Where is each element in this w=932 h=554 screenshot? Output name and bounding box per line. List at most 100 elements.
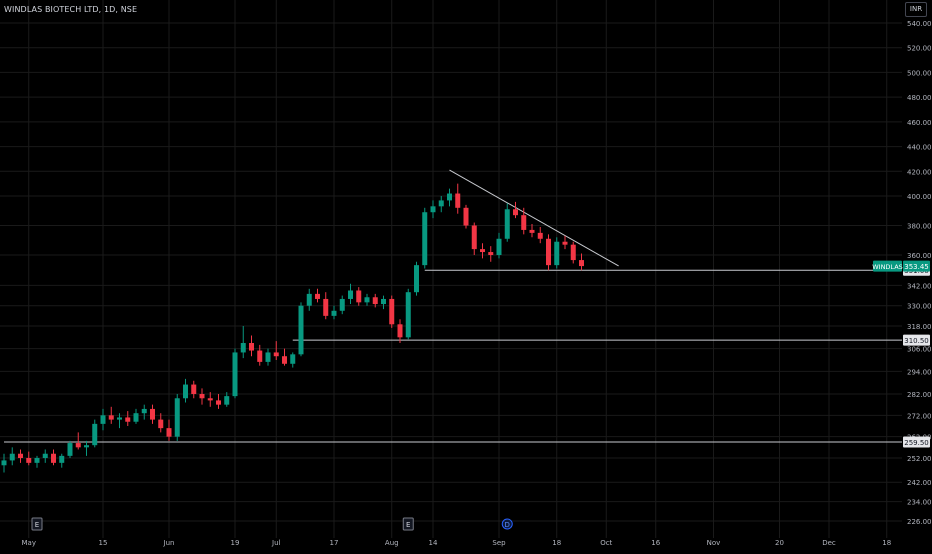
candle-body [323,298,329,316]
candle-body [381,298,386,305]
level-price-label: 259.50 [904,439,929,447]
last-price-tag [903,260,930,272]
candle-body [455,193,461,208]
x-tick-label: Sep [492,539,506,547]
y-tick-label: 500.00 [907,69,932,77]
candle-body [546,238,551,266]
earnings-marker [31,517,43,531]
candle-body [108,415,114,420]
candle-body [364,297,370,303]
y-tick-label: 420.00 [907,168,932,176]
y-tick-label: 480.00 [907,94,932,102]
y-tick-label: 242.00 [907,479,932,487]
candle-body [59,455,65,463]
y-tick-label: 282.00 [907,391,932,399]
candle-body [405,292,411,338]
x-tick-label: 19 [231,539,240,547]
marker-label: E [35,521,39,529]
candle-body [513,209,518,216]
candle-body [240,343,246,353]
candle-body [579,260,584,267]
candle-body [430,206,436,213]
candle-body [34,458,40,463]
candle-body [191,384,197,394]
candle-body [562,241,568,245]
candle-body [471,225,477,250]
y-tick-label: 380.00 [907,223,932,231]
y-tick-label: 306.00 [907,346,932,354]
candle-body [298,305,304,355]
candle-body [141,408,147,414]
candle-body [537,232,543,239]
candle-body [422,212,428,266]
x-tick-label: Jun [163,539,175,547]
candle-body [9,453,15,461]
x-tick-label: 20 [775,539,784,547]
candle-body [389,298,395,325]
level-price-tag [903,334,930,346]
x-tick-label: 15 [99,539,108,547]
symbol-tag [873,260,902,272]
y-tick-label: 440.00 [907,144,932,152]
level-price-tag [903,436,930,448]
y-tick-label: 342.00 [907,282,932,290]
candle-body [117,417,122,420]
candle-body [282,356,287,364]
candle-body [447,193,452,201]
candle-body [331,310,337,316]
marker-label: D [505,521,510,529]
x-tick-label: 18 [882,539,891,547]
y-tick-label: 234.00 [907,499,932,507]
candle-body [207,398,213,401]
candle-body [348,290,353,299]
candle-body [257,350,263,362]
candle-body [166,428,172,437]
candle-body [463,207,469,226]
candle-body [158,419,164,429]
candle-body [92,423,98,446]
candle-body [306,293,312,306]
candle-body [496,238,502,255]
candle-body [265,352,271,362]
candle-body [224,396,230,405]
candle-body [339,298,345,311]
candle-body [75,443,81,448]
x-tick-label: Jul [271,539,281,547]
y-tick-label: 272.00 [907,412,932,420]
candle-body [150,408,155,420]
candle-body [438,200,444,207]
candle-body [183,384,188,399]
candle-body [397,324,403,338]
candle-body [42,453,48,458]
x-tick-label: Oct [600,539,612,547]
y-tick-label: 400.00 [907,193,932,201]
candle-body [273,352,279,357]
symbol-tag-label: WINDLAS [872,263,903,271]
x-tick-label: Aug [385,539,399,547]
x-tick-label: 16 [651,539,660,547]
earnings-marker [402,517,414,531]
candle-body [51,453,56,463]
candle-body [84,445,89,448]
candle-body [199,394,205,399]
candle-body [315,293,320,299]
y-tick-label: 460.00 [907,119,932,127]
candle-body [18,453,23,458]
y-tick-label: 318.00 [907,323,932,331]
candle-body [125,417,131,422]
x-tick-label: 18 [552,539,561,547]
y-tick-label: 520.00 [907,45,932,53]
x-tick-label: 17 [330,539,339,547]
y-tick-label: 294.00 [907,368,932,376]
candle-body [249,343,254,351]
currency-label[interactable]: INR [905,2,927,17]
trendline [449,169,619,267]
candle-body [504,209,510,239]
candle-body [232,352,238,397]
x-tick-label: Nov [707,539,721,547]
candle-body [488,252,494,255]
x-tick-label: May [22,539,36,547]
candle-body [372,297,378,305]
